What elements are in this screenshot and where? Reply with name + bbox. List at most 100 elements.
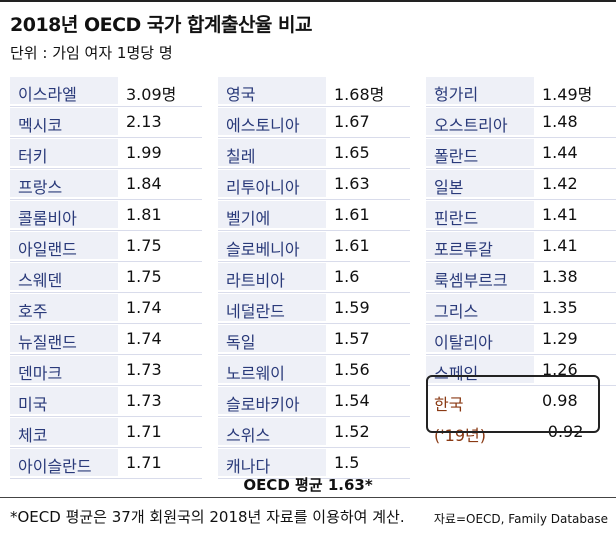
- table-row: 프랑스 1.84: [10, 170, 202, 201]
- country-name: ('19년): [434, 426, 486, 445]
- country-name: 터키: [18, 147, 48, 166]
- country-name: 오스트리아: [434, 116, 508, 135]
- fertility-value: 1.99: [126, 143, 162, 162]
- fertility-value: 1.48: [542, 112, 578, 131]
- table-row: 네덜란드 1.59: [218, 294, 410, 325]
- row-band: [10, 418, 118, 445]
- fertility-value: 1.65: [334, 143, 370, 162]
- fertility-value: 3.09명: [126, 85, 177, 104]
- table-row: 멕시코 2.13: [10, 108, 202, 139]
- row-band: [218, 170, 326, 197]
- country-name: 미국: [18, 395, 48, 414]
- country-name: 노르웨이: [226, 364, 285, 383]
- row-band: [426, 77, 534, 104]
- table-row: 이스라엘 3.09명: [10, 77, 202, 108]
- row-band: [10, 77, 118, 104]
- table-row: 스웨덴 1.75: [10, 263, 202, 294]
- top-rule: [0, 0, 616, 2]
- fertility-value: 1.81: [126, 205, 162, 224]
- country-name: 독일: [226, 333, 256, 352]
- fertility-value: 1.49명: [542, 85, 593, 104]
- row-separator: [218, 385, 410, 386]
- country-name: 영국: [226, 85, 256, 104]
- fertility-value: 1.41: [542, 236, 578, 255]
- country-name: 네덜란드: [226, 302, 285, 321]
- row-band: [10, 387, 118, 414]
- table-row: 아이슬란드 1.71: [10, 449, 202, 480]
- row-band: [218, 356, 326, 383]
- country-name: 콜롬비아: [18, 209, 77, 228]
- fertility-value: 1.5: [334, 453, 360, 472]
- country-name: 프랑스: [18, 178, 63, 197]
- row-band: [10, 325, 118, 352]
- row-separator: [10, 292, 202, 293]
- row-separator: [426, 168, 616, 169]
- table-row: 벨기에 1.61: [218, 201, 410, 232]
- row-band: [218, 325, 326, 352]
- country-name: 폴란드: [434, 147, 479, 166]
- country-name: 포르투갈: [434, 240, 493, 259]
- country-name: 스웨덴: [18, 271, 63, 290]
- country-name: 에스토니아: [226, 116, 300, 135]
- row-separator: [426, 323, 616, 324]
- fertility-value: 1.52: [334, 422, 370, 441]
- country-name: 뉴질랜드: [18, 333, 77, 352]
- table-row: 칠레 1.65: [218, 139, 410, 170]
- row-separator: [426, 199, 616, 200]
- country-name: 멕시코: [18, 116, 63, 135]
- oecd-average: OECD 평균 1.63*: [243, 476, 373, 494]
- country-name: 덴마크: [18, 364, 63, 383]
- row-separator: [426, 106, 616, 107]
- row-band: [10, 108, 118, 135]
- unit-subtitle: 단위 : 가임 여자 1명당 명: [10, 44, 173, 62]
- row-separator: [10, 354, 202, 355]
- fertility-value: 1.35: [542, 298, 578, 317]
- row-separator: [218, 230, 410, 231]
- row-separator: [426, 261, 616, 262]
- fertility-value: 1.41: [542, 205, 578, 224]
- row-separator: [10, 323, 202, 324]
- table-row: 슬로바키아 1.54: [218, 387, 410, 418]
- row-separator: [10, 261, 202, 262]
- table-row: 슬로베니아 1.61: [218, 232, 410, 263]
- fertility-value: 1.59: [334, 298, 370, 317]
- row-band: [218, 449, 326, 476]
- row-band: [218, 139, 326, 166]
- row-separator: [218, 292, 410, 293]
- table-column: 이스라엘 3.09명 멕시코 2.13 터키 1.99 프랑스 1.84 콜롬비아 1.81 아일랜…: [10, 77, 202, 480]
- country-name: 이스라엘: [18, 85, 77, 104]
- table-column: 영국 1.68명 에스토니아 1.67 칠레 1.65 리투아니아 1.63 벨기에 1.61 슬로…: [218, 77, 410, 480]
- fertility-value: 1.54: [334, 391, 370, 410]
- fertility-value: 1.26: [542, 360, 578, 379]
- table-row: 캐나다 1.5: [218, 449, 410, 480]
- row-separator: [10, 168, 202, 169]
- fertility-value: 1.74: [126, 329, 162, 348]
- row-band: [426, 170, 534, 197]
- row-separator: [426, 230, 616, 231]
- row-band: [10, 294, 118, 321]
- country-name: 라트비아: [226, 271, 285, 290]
- row-band: [218, 418, 326, 445]
- row-band: [426, 356, 534, 383]
- fertility-value: 1.68명: [334, 85, 385, 104]
- fertility-value: 1.61: [334, 205, 370, 224]
- country-name: 체코: [18, 426, 48, 445]
- row-band: [218, 387, 326, 414]
- row-band: [10, 356, 118, 383]
- table-row: 영국 1.68명: [218, 77, 410, 108]
- fertility-value: 1.42: [542, 174, 578, 193]
- row-band: [218, 294, 326, 321]
- row-band: [10, 449, 118, 476]
- table-row: 독일 1.57: [218, 325, 410, 356]
- row-separator: [218, 261, 410, 262]
- table-row: 일본 1.42: [426, 170, 616, 201]
- chart-title: 2018년 OECD 국가 합계출산율 비교: [10, 14, 313, 36]
- table-row-highlight: 한국 0.98: [426, 387, 616, 418]
- row-band: [10, 139, 118, 166]
- fertility-value: 1.57: [334, 329, 370, 348]
- row-band: [426, 263, 534, 290]
- table-row: 리투아니아 1.63: [218, 170, 410, 201]
- source-note: 자료=OECD, Family Database: [433, 512, 608, 526]
- fertility-value: 0.98: [542, 391, 578, 410]
- row-band: [426, 139, 534, 166]
